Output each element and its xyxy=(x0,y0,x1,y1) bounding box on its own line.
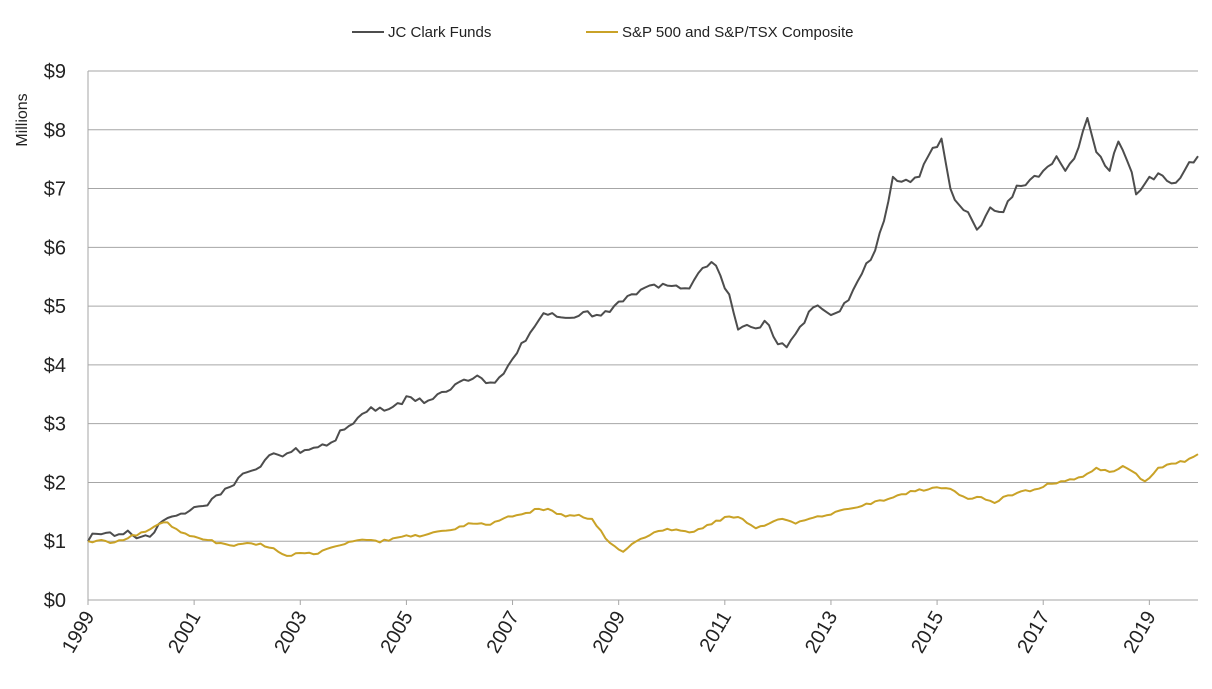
x-tick-label: 2003 xyxy=(270,608,311,658)
legend-label: S&P 500 and S&P/TSX Composite xyxy=(622,24,854,41)
y-tick-label: $3 xyxy=(44,414,66,436)
x-tick-label: 1999 xyxy=(58,608,99,658)
x-tick-label: 2013 xyxy=(801,608,842,658)
x-tick-label: 2011 xyxy=(696,608,737,656)
series-line-1 xyxy=(87,453,1199,557)
y-tick-label: $7 xyxy=(44,179,66,201)
x-tick-label: 2001 xyxy=(164,608,205,658)
x-tick-label: 2009 xyxy=(589,608,630,658)
x-tick-label: 2015 xyxy=(907,608,948,658)
legend: JC Clark Funds S&P 500 and S&P/TSX Compos… xyxy=(352,24,854,41)
y-tick-label: $2 xyxy=(44,472,66,494)
y-tick-label: $1 xyxy=(44,531,66,553)
y-tick-label: $8 xyxy=(44,120,66,142)
y-axis-label: Millions xyxy=(14,93,31,146)
x-tick-label: 2005 xyxy=(376,608,417,658)
x-tick-label: 2007 xyxy=(483,608,524,658)
x-tick-label: 2017 xyxy=(1013,608,1054,658)
gridlines xyxy=(88,70,1198,542)
series-line-0 xyxy=(87,117,1199,542)
y-tick-label: $5 xyxy=(44,296,66,318)
y-tick-label: $6 xyxy=(44,237,66,259)
x-tick-label: 2019 xyxy=(1119,608,1160,658)
y-tick-label: $0 xyxy=(44,590,66,612)
y-tick-label: $9 xyxy=(44,61,66,83)
y-tick-label: $4 xyxy=(44,355,66,377)
legend-label: JC Clark Funds xyxy=(388,24,491,41)
series-lines xyxy=(87,117,1199,557)
axes: $0 $1 $2 $3 $4 $5 $6 $7 $8 $9 1999 2001 2003 2005 2007… xyxy=(44,61,1198,657)
